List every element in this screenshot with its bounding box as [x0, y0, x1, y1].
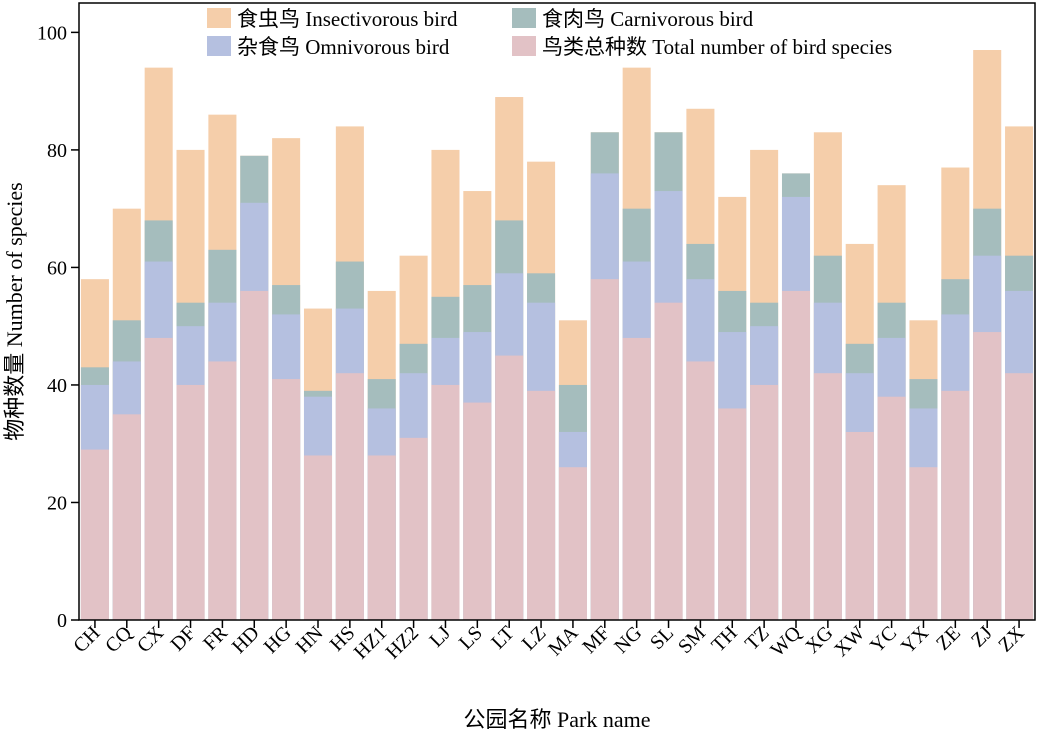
y-tick-label-20: 20 — [47, 492, 67, 514]
legend-swatch-3 — [512, 36, 536, 56]
bars-layer — [80, 50, 1034, 621]
bar-LT-series-3 — [495, 355, 524, 620]
x-tick-label-DF: DF — [166, 622, 200, 656]
bar-ZX-series-3 — [1005, 373, 1034, 620]
x-tick-label-CQ: CQ — [101, 622, 137, 658]
bar-FR-series-3 — [208, 361, 237, 620]
bar-TZ-series-3 — [750, 384, 779, 620]
x-tick-label-LT: LT — [487, 622, 519, 654]
bar-HN-series-3 — [303, 455, 333, 620]
axes-layer — [78, 2, 1036, 621]
legend-label-0: 食虫鸟 Insectivorous bird — [237, 7, 458, 31]
x-tick-label-MA: MA — [544, 622, 583, 661]
bar-YX-series-3 — [909, 467, 938, 620]
y-tick-label-60: 60 — [47, 257, 67, 279]
bar-SM-series-3 — [686, 361, 715, 620]
x-tick-label-CH: CH — [69, 622, 104, 657]
x-tick-label-WQ: WQ — [766, 622, 806, 662]
y-tick-label-80: 80 — [47, 140, 67, 162]
bar-SL-series-3 — [654, 302, 683, 620]
y-tick-label-40: 40 — [47, 375, 67, 397]
x-tick-label-FR: FR — [199, 622, 232, 655]
bar-LJ-series-3 — [431, 384, 460, 620]
x-tick-label-SL: SL — [646, 622, 678, 654]
legend-swatch-1 — [512, 8, 536, 28]
bar-TH-series-3 — [718, 408, 747, 620]
y-ticks: 0 20 40 60 80 100 — [37, 22, 79, 632]
x-tick-label-LZ: LZ — [518, 622, 551, 655]
x-tick-label-YX: YX — [897, 622, 933, 658]
bar-HZ2-series-3 — [399, 437, 428, 620]
x-tick-label-XW: XW — [830, 622, 869, 661]
x-tick-label-ZE: ZE — [932, 622, 965, 655]
bar-HG-series-3 — [272, 379, 301, 620]
x-tick-label-MF: MF — [578, 622, 614, 658]
x-tick-label-LS: LS — [455, 622, 487, 654]
legend-swatch-0 — [207, 8, 231, 28]
bar-CQ-series-3 — [112, 414, 141, 620]
x-tick-label-TH: TH — [707, 622, 741, 656]
y-tick-label-0: 0 — [57, 610, 67, 632]
legend-label-3: 鸟类总种数 Total number of bird species — [542, 35, 892, 59]
x-tick-label-TZ: TZ — [741, 622, 774, 655]
bar-DF-series-3 — [176, 384, 205, 620]
legend: 食虫鸟 Insectivorous bird 食肉鸟 Carnivorous bi… — [207, 7, 892, 59]
bar-ZJ-series-3 — [973, 332, 1002, 620]
bar-XG-series-3 — [813, 373, 842, 620]
bar-HS-series-3 — [335, 373, 364, 620]
bar-LZ-series-3 — [527, 390, 556, 620]
bar-WQ-series-3 — [781, 290, 811, 620]
legend-label-1: 食肉鸟 Carnivorous bird — [542, 7, 754, 31]
x-tick-label-HZ1: HZ1 — [350, 622, 391, 663]
bar-CH-series-3 — [80, 449, 109, 620]
bar-MA-series-3 — [558, 467, 587, 620]
y-axis-title: 物种数量 Number of species — [2, 182, 27, 440]
x-tick-label-XG: XG — [801, 622, 837, 658]
y-tick-label-100: 100 — [37, 22, 67, 44]
bar-MF-series-3 — [590, 279, 619, 620]
bar-CX-series-3 — [144, 337, 173, 620]
x-tick-label-HD: HD — [228, 622, 264, 658]
x-tick-label-NG: NG — [610, 622, 646, 658]
bar-NG-series-3 — [622, 337, 651, 620]
x-tick-label-HG: HG — [260, 622, 296, 658]
x-tick-label-ZJ: ZJ — [967, 622, 997, 652]
x-tick-label-HN: HN — [292, 622, 328, 658]
x-tick-label-LJ: LJ — [425, 622, 455, 652]
bar-XW-series-3 — [845, 431, 874, 620]
bar-YC-series-3 — [877, 396, 906, 620]
x-tick-label-ZX: ZX — [994, 622, 1029, 657]
x-tick-label-SM: SM — [674, 622, 710, 658]
bar-HZ1-series-3 — [367, 455, 396, 620]
x-tick-label-CX: CX — [133, 622, 169, 658]
bar-LS-series-3 — [463, 402, 492, 620]
bar-HD-series-3 — [240, 290, 269, 620]
x-tick-label-YC: YC — [866, 622, 901, 657]
bar-ZE-series-3 — [941, 390, 970, 620]
plot-frame — [78, 2, 1036, 621]
x-axis-title: 公园名称 Park name — [464, 707, 651, 732]
x-tick-label-HZ2: HZ2 — [382, 622, 423, 663]
legend-label-2: 杂食鸟 Omnivorous bird — [237, 35, 450, 59]
legend-swatch-2 — [207, 36, 231, 56]
